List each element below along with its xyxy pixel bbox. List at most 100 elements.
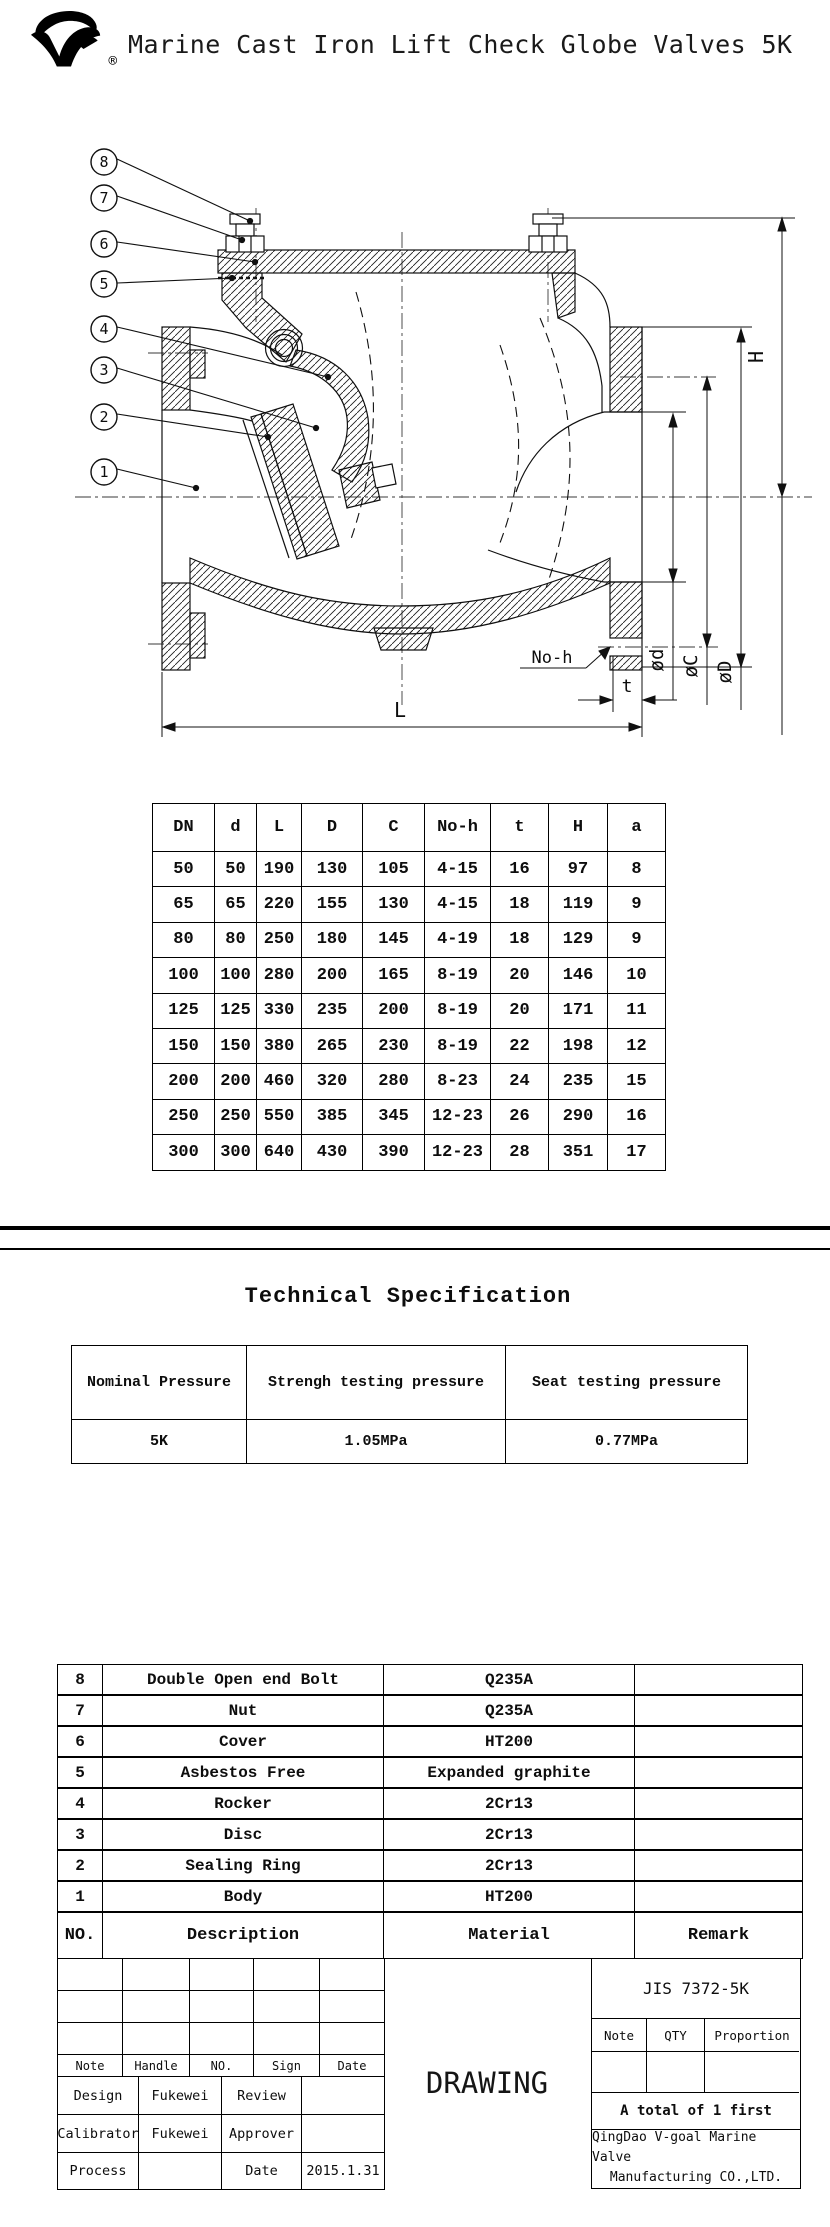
table-cell: Sealing Ring — [103, 1851, 384, 1882]
table-cell: Double Open end Bolt — [103, 1665, 384, 1696]
table-cell: 0.77MPa — [506, 1420, 747, 1464]
table-cell: 16 — [608, 1099, 665, 1136]
table-cell: 65 — [153, 887, 215, 923]
dim-label-od: ød — [646, 649, 668, 672]
table-cell: Q235A — [384, 1665, 635, 1696]
dim-label-no-h: No-h — [532, 648, 573, 668]
table-cell: 2 — [58, 1851, 103, 1882]
bonnet-neck-left — [221, 272, 303, 363]
callout-1: 1 — [99, 463, 108, 481]
table-cell: 146 — [549, 958, 608, 994]
table-cell: 550 — [257, 1099, 302, 1136]
table-cell: 265 — [302, 1028, 363, 1065]
sealing-ring-section — [250, 413, 308, 560]
table-cell — [123, 2023, 190, 2055]
table-cell: 4-19 — [425, 922, 491, 959]
callout-3: 3 — [99, 361, 108, 379]
dim-label-h: H — [744, 351, 768, 363]
spec-table: Nominal Pressure Strengh testing pressure… — [71, 1345, 748, 1464]
table-cell: 1.05MPa — [247, 1420, 506, 1464]
table-cell: Nut — [103, 1696, 384, 1727]
table-cell: 125 — [153, 993, 215, 1029]
table-cell: 235 — [302, 993, 363, 1029]
callout-4: 4 — [99, 320, 108, 338]
separator-thick — [0, 1226, 830, 1230]
total-note: A total of 1 first — [592, 2093, 800, 2130]
table-cell: 290 — [549, 1099, 608, 1136]
table-cell: 11 — [608, 993, 665, 1029]
body-boss — [373, 627, 434, 651]
table-cell: 8-19 — [425, 1028, 491, 1065]
table-cell: 1 — [58, 1882, 103, 1913]
table-cell — [302, 2115, 384, 2153]
table-cell — [123, 1959, 190, 1991]
table-cell: 171 — [549, 993, 608, 1029]
table-cell: 15 — [608, 1064, 665, 1100]
inlet-flange — [161, 326, 206, 671]
table-cell — [254, 1959, 320, 1991]
table-cell: 8 — [608, 852, 665, 888]
table-cell: Cover — [103, 1727, 384, 1758]
table-cell — [635, 1696, 802, 1727]
table-cell: 9 — [608, 922, 665, 959]
table-cell: Approver — [222, 2115, 302, 2153]
table-cell: Calibrator — [58, 2115, 139, 2153]
dim-label-t: t — [622, 676, 633, 697]
table-cell: 119 — [549, 887, 608, 923]
table-cell: 16 — [491, 852, 549, 888]
table-cell: Remark — [635, 1913, 802, 1959]
table-cell — [635, 1727, 802, 1758]
table-cell — [635, 1758, 802, 1789]
table-cell: NO. — [58, 1913, 103, 1959]
table-cell: 250 — [153, 1099, 215, 1136]
table-cell: 4 — [58, 1789, 103, 1820]
table-cell: 300 — [215, 1135, 257, 1171]
table-cell: 9 — [608, 887, 665, 923]
table-cell: 20 — [491, 993, 549, 1029]
body-outline — [189, 272, 611, 583]
table-cell: Disc — [103, 1820, 384, 1851]
dim-label-l: L — [394, 698, 406, 722]
spec-title: Technical Specification — [244, 1284, 572, 1309]
table-cell: 8-19 — [425, 993, 491, 1029]
table-cell: 18 — [491, 922, 549, 959]
table-cell: 460 — [257, 1064, 302, 1100]
parts-list-header-row: NO. Description Material Remark — [57, 1912, 803, 1959]
table-cell — [190, 1959, 254, 1991]
table-cell: DN — [153, 804, 215, 852]
outlet-flange — [604, 326, 643, 671]
table-cell: Nominal Pressure — [72, 1346, 247, 1420]
table-cell: Fukewei — [139, 2115, 222, 2153]
table-cell: 20 — [491, 958, 549, 994]
vgoal-logo-icon: ® — [26, 6, 126, 72]
table-cell: D — [302, 804, 363, 852]
table-cell: d — [215, 804, 257, 852]
table-cell: 50 — [215, 852, 257, 888]
separator-thin — [0, 1248, 830, 1250]
table-cell — [58, 1959, 123, 1991]
table-cell — [635, 1820, 802, 1851]
table-cell: 28 — [491, 1135, 549, 1171]
table-cell: 220 — [257, 887, 302, 923]
table-cell: 200 — [153, 1064, 215, 1100]
registered-mark: ® — [109, 54, 118, 70]
hidden-lines — [349, 291, 571, 589]
signature-grid: Design Fukewei Review Calibrator Fukewei Appr… — [57, 2076, 385, 2190]
table-cell: 2Cr13 — [384, 1789, 635, 1820]
table-cell: 105 — [363, 852, 425, 888]
table-cell: Date — [320, 2055, 384, 2077]
table-cell: 180 — [302, 922, 363, 959]
table-cell: 80 — [153, 922, 215, 959]
callout-leaders — [116, 158, 332, 492]
table-cell: 190 — [257, 852, 302, 888]
table-cell: Note — [592, 2019, 647, 2052]
table-cell: 80 — [215, 922, 257, 959]
table-cell: Review — [222, 2077, 302, 2115]
table-cell: 8-19 — [425, 958, 491, 994]
table-cell: 330 — [257, 993, 302, 1029]
table-cell: 18 — [491, 887, 549, 923]
table-cell — [58, 2023, 123, 2055]
table-cell: 8 — [58, 1665, 103, 1696]
page-title: Marine Cast Iron Lift Check Globe Valves… — [128, 30, 793, 59]
table-cell: 640 — [257, 1135, 302, 1171]
